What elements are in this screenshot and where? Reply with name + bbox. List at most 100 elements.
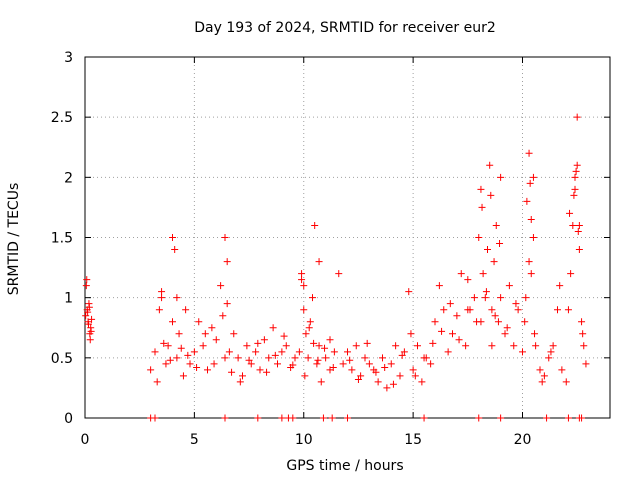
data-point xyxy=(497,294,505,302)
data-point xyxy=(562,378,570,386)
data-point xyxy=(247,360,255,368)
data-point xyxy=(383,384,391,392)
data-point xyxy=(512,300,520,308)
data-point xyxy=(223,258,231,266)
data-point xyxy=(298,270,306,278)
data-point xyxy=(298,276,306,284)
x-tick-label: 20 xyxy=(514,432,532,448)
data-point xyxy=(175,330,183,338)
data-point xyxy=(314,356,322,364)
data-point xyxy=(328,414,336,422)
data-points xyxy=(82,113,590,422)
data-point xyxy=(171,246,179,254)
data-point xyxy=(155,306,163,314)
data-point xyxy=(387,360,395,368)
y-tick-label: 1.5 xyxy=(51,231,73,247)
data-point xyxy=(578,414,586,422)
data-point xyxy=(85,303,93,311)
data-point xyxy=(357,372,365,380)
data-point xyxy=(169,318,176,326)
data-point xyxy=(453,312,461,320)
data-point xyxy=(313,360,321,368)
data-point xyxy=(566,209,574,217)
data-point xyxy=(497,173,505,181)
data-point xyxy=(82,312,90,320)
data-point xyxy=(361,354,369,362)
data-point xyxy=(363,339,371,347)
data-point xyxy=(223,300,231,308)
data-point xyxy=(405,288,413,296)
data-point xyxy=(260,336,268,344)
data-point xyxy=(435,282,443,290)
data-point xyxy=(301,372,309,380)
data-point xyxy=(151,414,159,422)
data-point xyxy=(208,324,216,332)
data-point xyxy=(522,294,530,302)
data-point xyxy=(490,258,498,266)
x-tick-label: 5 xyxy=(190,432,199,448)
data-point xyxy=(418,378,426,386)
data-point xyxy=(86,336,94,344)
data-point xyxy=(431,318,439,326)
data-point xyxy=(574,227,582,235)
data-point xyxy=(523,197,531,205)
data-point xyxy=(221,234,229,241)
data-point xyxy=(573,113,581,121)
data-point xyxy=(564,414,572,422)
data-point xyxy=(274,360,281,368)
data-point xyxy=(204,366,211,374)
data-point xyxy=(543,414,551,422)
data-point xyxy=(243,342,251,350)
data-point xyxy=(558,366,566,374)
data-point xyxy=(182,306,190,314)
data-point xyxy=(575,246,583,254)
data-point xyxy=(212,336,220,344)
data-point xyxy=(578,318,586,326)
data-point xyxy=(193,363,201,371)
data-point xyxy=(531,330,539,338)
data-point xyxy=(488,306,496,314)
data-point xyxy=(309,294,316,302)
x-tick-label: 10 xyxy=(295,432,313,448)
data-point xyxy=(479,270,487,278)
data-point xyxy=(305,324,313,332)
data-point xyxy=(580,342,588,350)
data-point xyxy=(374,378,382,386)
data-point xyxy=(444,348,452,356)
y-tick-label: 0.5 xyxy=(51,351,73,367)
data-point xyxy=(278,348,286,356)
data-point xyxy=(487,191,495,199)
chart-title: Day 193 of 2024, SRMTID for receiver eur… xyxy=(194,20,496,36)
data-point xyxy=(477,185,485,193)
data-point xyxy=(339,360,347,368)
data-point xyxy=(317,378,325,386)
data-point xyxy=(184,351,192,359)
data-point xyxy=(503,324,511,332)
data-point xyxy=(164,342,172,350)
data-point xyxy=(160,339,168,347)
data-point xyxy=(497,414,505,422)
data-point xyxy=(169,234,176,241)
data-point xyxy=(162,360,170,368)
data-point xyxy=(219,312,227,320)
data-point xyxy=(579,330,587,338)
data-point xyxy=(398,351,406,359)
data-point xyxy=(400,348,408,356)
data-point xyxy=(354,375,362,383)
data-point xyxy=(166,356,174,364)
data-point xyxy=(556,282,564,290)
data-point xyxy=(420,414,428,422)
data-point xyxy=(282,342,290,350)
data-point xyxy=(407,330,415,338)
data-point xyxy=(540,372,548,380)
data-point xyxy=(254,414,262,422)
data-point xyxy=(82,282,90,290)
data-point xyxy=(190,348,198,356)
data-point xyxy=(501,330,509,338)
data-point xyxy=(470,294,478,302)
tick-labels: 0 5 10 15 20 0 0.5 1 1.5 2 2.5 3 xyxy=(51,50,532,448)
data-point xyxy=(236,378,244,386)
data-point xyxy=(306,318,314,326)
data-point xyxy=(572,167,580,175)
